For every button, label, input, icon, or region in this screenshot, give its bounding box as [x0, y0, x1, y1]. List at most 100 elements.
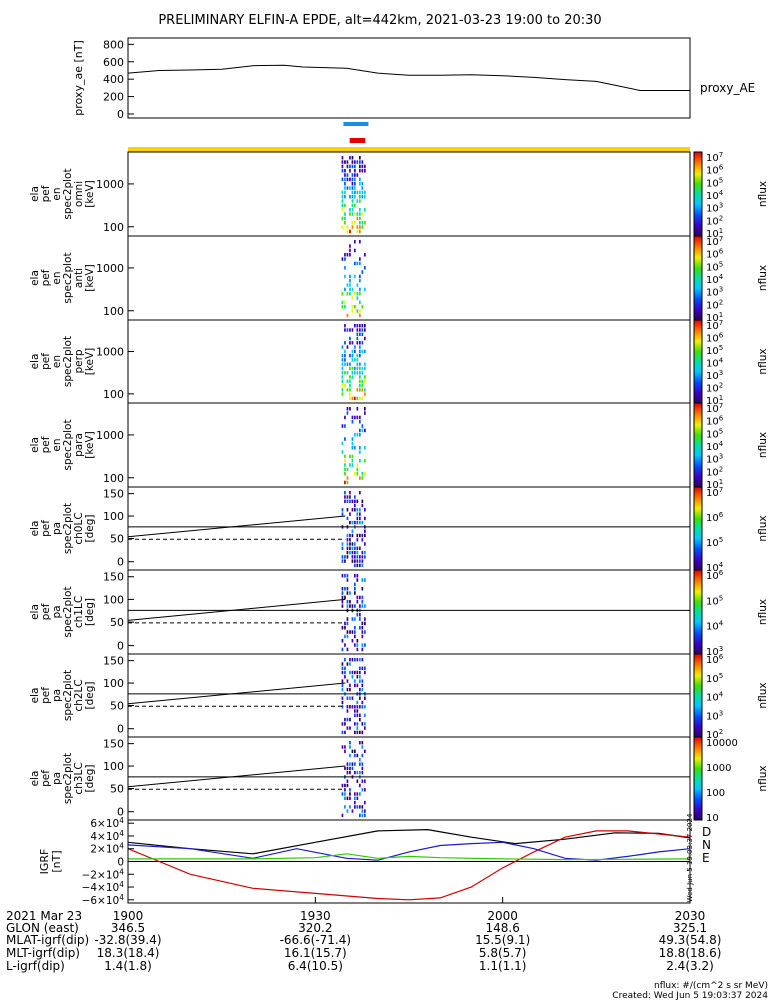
x-tick-label: 1900	[113, 909, 144, 923]
colorbar-tick-label: 105	[706, 672, 723, 685]
spectrogram-pixel	[356, 296, 359, 300]
spectrogram-pixel	[354, 559, 356, 563]
y-label-line: spec2plot	[62, 419, 74, 470]
spectrogram-pixel	[344, 305, 346, 309]
spectrogram-pixel	[361, 428, 364, 433]
spectrogram-pixel	[364, 349, 366, 354]
ch1LC_pitch_angle-panel: 150 100 50 0 ela pef pa spec2plot ch1LC [deg] 106 1…	[29, 569, 769, 658]
spectrogram-pixel	[359, 613, 361, 617]
spectrogram-pixel	[344, 173, 346, 177]
spectrogram-pixel	[356, 283, 359, 287]
omni_spectrogram-frame	[127, 151, 691, 237]
spectrogram-pixel	[361, 379, 364, 383]
spectrogram-pixel	[349, 164, 351, 169]
x-tick-label: 2000	[487, 909, 518, 923]
spectrogram-pixel	[349, 520, 351, 525]
spectrogram-pixel	[349, 388, 351, 392]
y-label-line: pef	[40, 603, 52, 620]
spectrogram-pixel	[344, 454, 346, 459]
spectrogram-pixel	[344, 670, 346, 675]
spectrogram-pixel	[341, 292, 344, 296]
spectrogram-pixel	[344, 472, 346, 476]
glon-value: 325.1	[673, 921, 707, 935]
spectrogram-pixel	[344, 766, 346, 771]
spectrogram-pixel	[356, 366, 359, 371]
spectrogram-pixel	[364, 446, 366, 450]
spectrogram-pixel	[344, 587, 346, 591]
igrf-tick-label: 4×104	[90, 829, 124, 843]
spectrogram-pixel	[341, 156, 344, 160]
spectrogram-pixel	[351, 454, 354, 459]
y-tick-label: 100	[103, 677, 124, 690]
spectrogram-pixel	[354, 499, 356, 503]
spectrogram-pixel	[349, 683, 351, 688]
spectrogram-pixel	[359, 658, 361, 662]
spectrogram-pixel	[351, 225, 354, 229]
colorbar	[693, 319, 703, 404]
spectrogram-pixel	[364, 604, 366, 608]
y-label-line: spec2plot	[62, 753, 74, 804]
y-label-line: pa	[51, 772, 63, 785]
l-value: 1.4(1.8)	[104, 959, 152, 973]
y-tick-label: 100	[103, 510, 124, 523]
mlt-value: 18.3(18.4)	[97, 946, 160, 960]
spectrogram-pixel	[354, 634, 356, 639]
spectrogram-pixel	[341, 366, 344, 371]
spectrogram-pixel	[356, 309, 359, 313]
spectrogram-pixel	[361, 550, 364, 555]
spectrogram-pixel	[349, 463, 351, 467]
colorbar-tick-label: 106	[706, 164, 724, 177]
spectrogram-pixel	[359, 300, 361, 305]
spectrogram-pixel	[344, 745, 346, 749]
spectrogram-pixel	[356, 516, 359, 521]
spectrogram-pixel	[349, 604, 351, 608]
spectrogram-pixel	[354, 749, 356, 753]
spectrogram-pixel	[361, 766, 364, 771]
spectrogram-pixel	[364, 578, 366, 582]
ch0LC_pitch_angle-panel: 150 100 50 0 ela pef pa spec2plot ch0LC [deg] 107 1…	[29, 486, 769, 574]
spectrogram-pixel	[341, 666, 344, 670]
spectrogram-pixel	[356, 433, 359, 437]
spectrogram-pixel	[344, 353, 346, 358]
spectrogram-pixel	[361, 520, 364, 525]
spectrogram-pixel	[351, 533, 354, 538]
spectrogram-pixel	[344, 383, 346, 388]
proxy-ae-ylabel: proxy_ae [nT]	[72, 40, 85, 115]
spectrogram-pixel	[346, 587, 349, 591]
mlat-value: -66.6(-71.4)	[280, 933, 351, 947]
spectrogram-pixel	[361, 600, 364, 604]
spectrogram-pixel	[351, 446, 354, 450]
spectrogram-pixel	[361, 578, 364, 582]
spectrogram-pixel	[346, 499, 349, 503]
colorbar	[693, 653, 703, 738]
spectrogram-pixel	[364, 362, 366, 366]
colorbar-tick-label: 104	[706, 273, 724, 286]
spectrogram-pixel	[359, 216, 361, 221]
spectrogram-pixel	[351, 463, 354, 467]
created-side-stamp: Wed Jun 5 19:03:37 2024	[686, 813, 694, 902]
spectrogram-pixel	[346, 476, 349, 480]
spectrogram-pixel	[349, 726, 351, 730]
spectrogram-pixel	[356, 533, 359, 538]
spectrogram-pixel	[341, 450, 344, 454]
spectrogram-pixel	[361, 634, 364, 639]
y-tick-label: 100	[103, 388, 124, 401]
spectrogram-pixel	[354, 446, 356, 450]
spectrogram-pixel	[354, 371, 356, 375]
spectrogram-pixel	[349, 687, 351, 692]
colorbar-tick-label: 107	[706, 486, 723, 499]
spectrogram-pixel	[344, 203, 346, 208]
spectrogram-pixel	[344, 190, 346, 195]
spectrogram-pixel	[359, 375, 361, 379]
spectrogram-pixel	[341, 353, 344, 358]
spectrogram-pixel	[364, 407, 366, 411]
spectrogram-pixel	[351, 296, 354, 300]
spectrogram-pixel	[364, 336, 366, 341]
spectrogram-pixel	[344, 216, 346, 221]
spectrogram-pixel	[361, 383, 364, 388]
spectrogram-pixel	[341, 705, 344, 709]
y-label-line: spec2plot	[62, 586, 74, 637]
spectrogram-pixel	[359, 345, 361, 349]
